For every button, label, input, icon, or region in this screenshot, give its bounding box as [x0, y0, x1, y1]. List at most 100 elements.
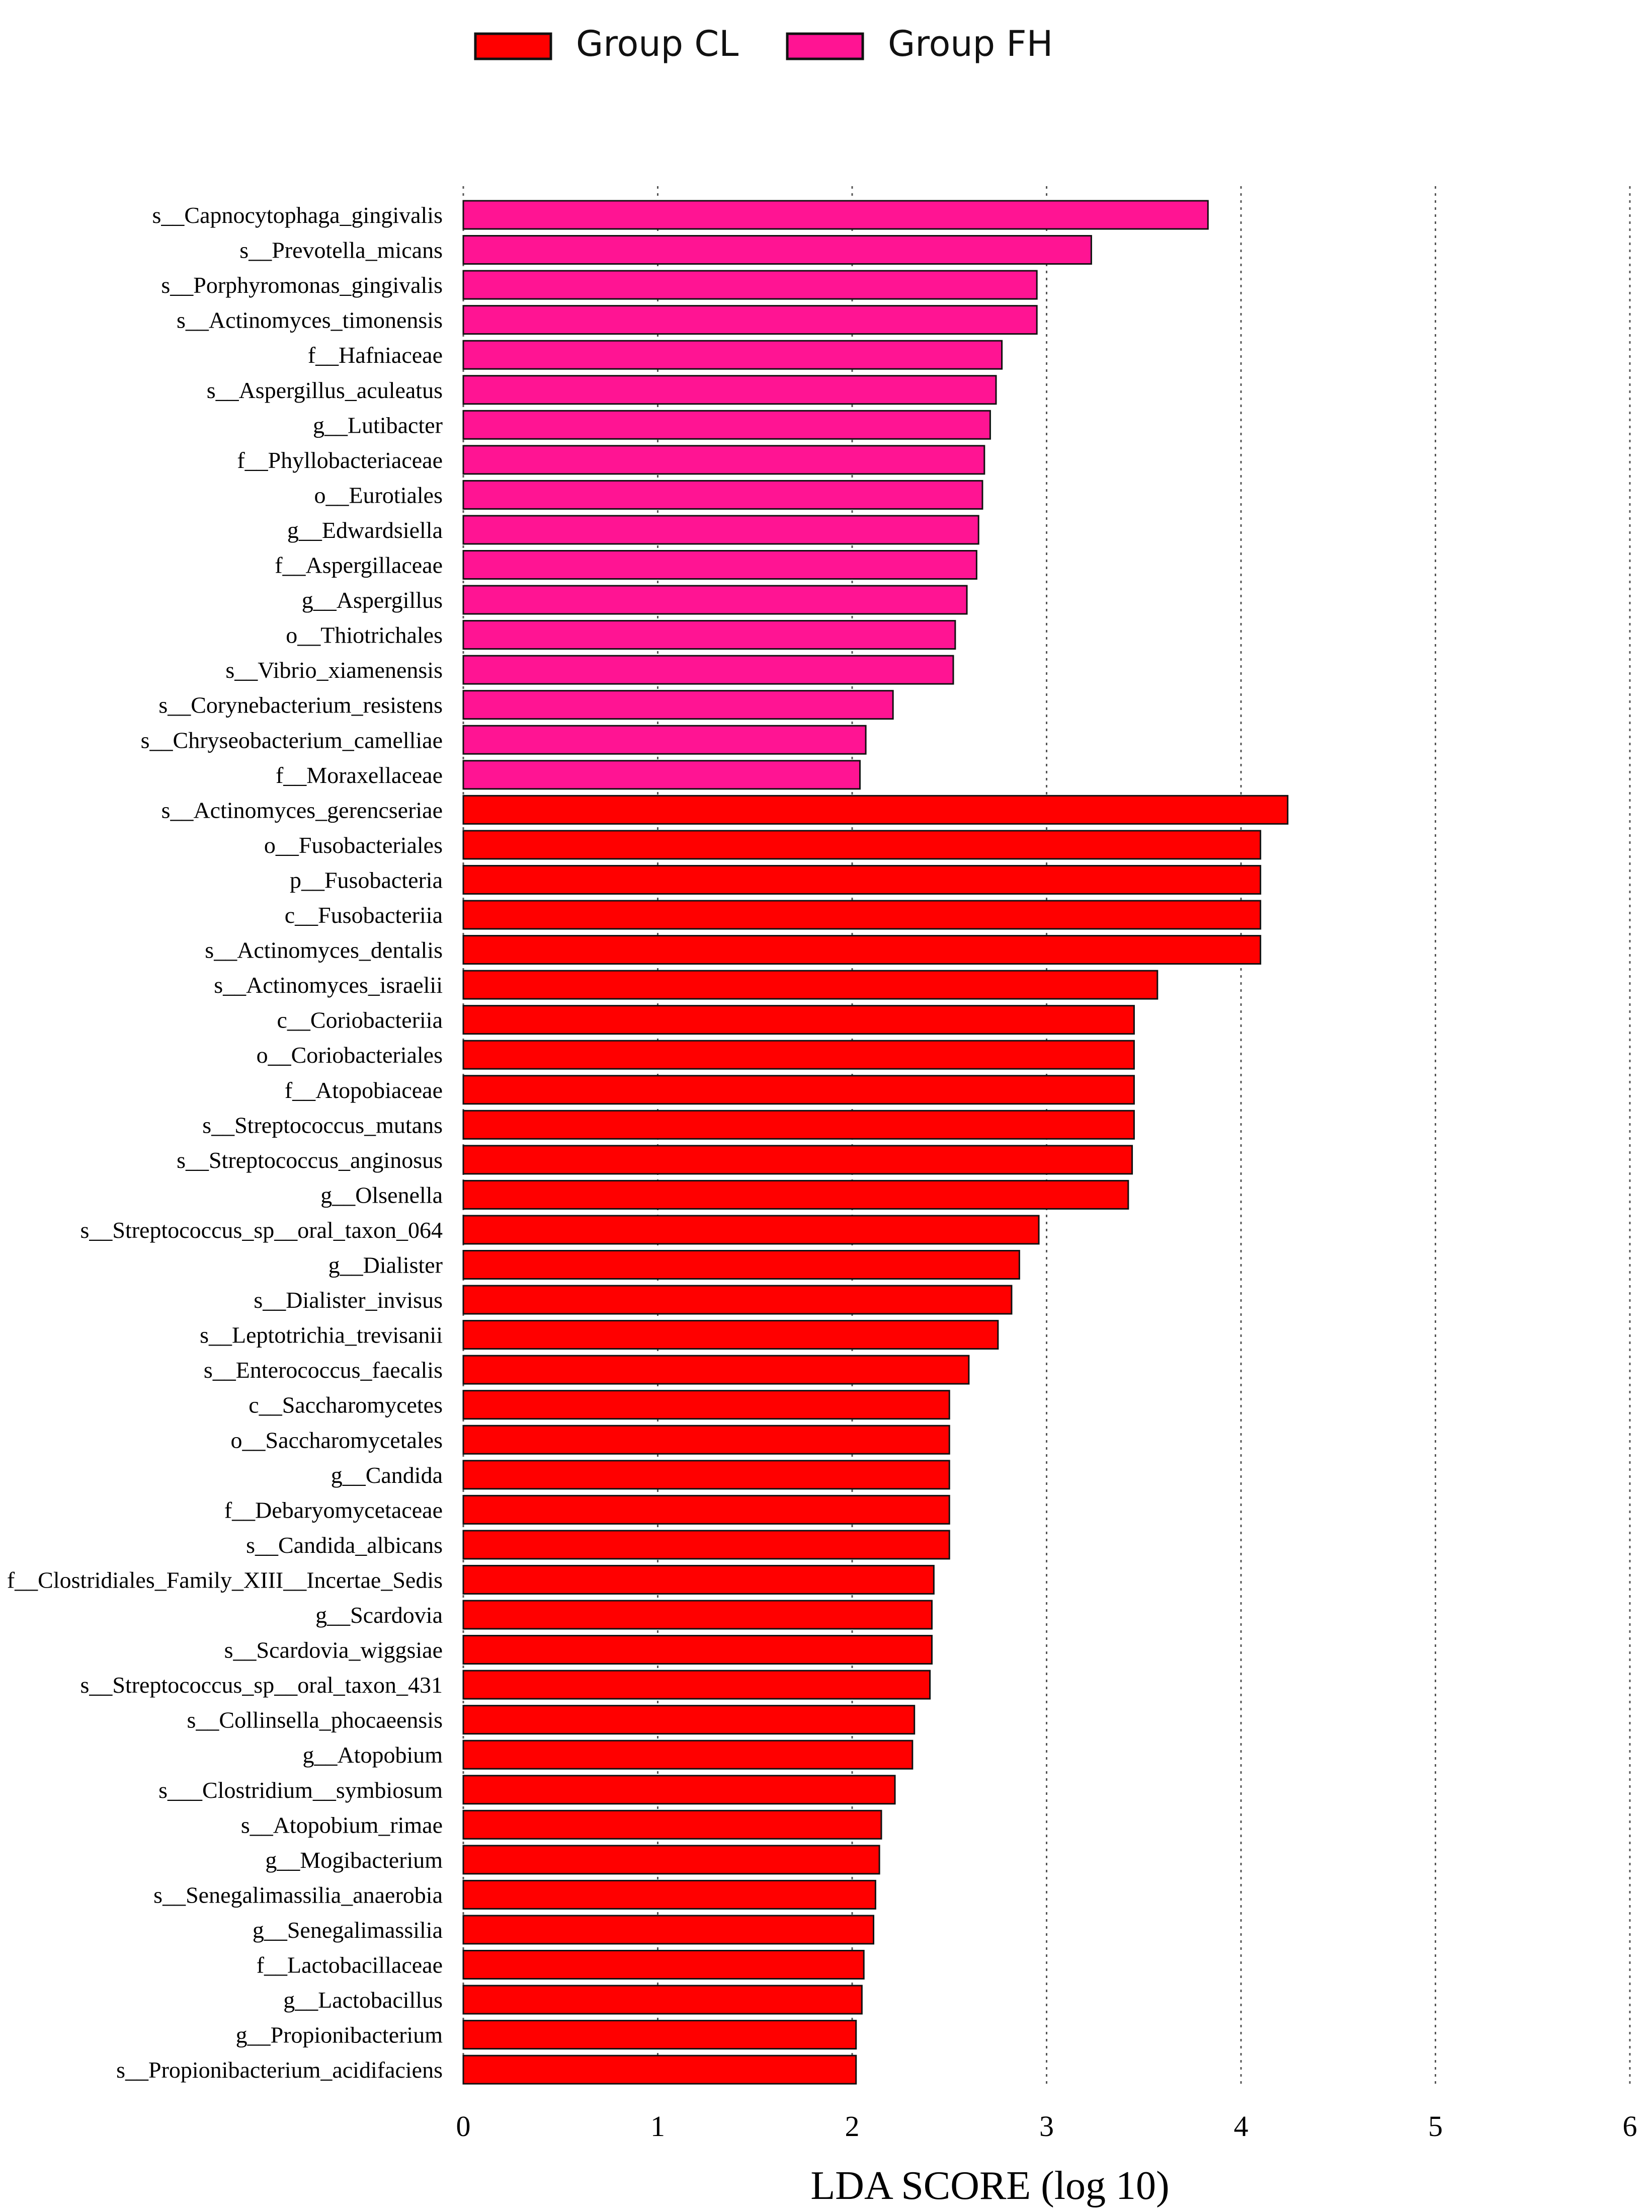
bar-label: f__Lactobacillaceae — [257, 1952, 443, 1978]
bar-s__Atopobium_rimae — [462, 1809, 882, 1840]
bar-s__Prevotella_micans — [462, 235, 1092, 265]
bar-label: g__Dialister — [328, 1252, 443, 1278]
bar-o__Coriobacteriales — [462, 1040, 1135, 1070]
bar-label: g__Senegalimassilia — [253, 1917, 443, 1943]
bar-label: s__Senegalimassilia_anaerobia — [153, 1882, 443, 1908]
bar-label: o__Eurotiales — [314, 482, 443, 508]
bar-label: g__Mogibacterium — [265, 1847, 443, 1873]
bar-label: s__Porphyromonas_gingivalis — [161, 272, 443, 298]
legend-swatch — [786, 32, 864, 60]
bar-o__Fusobacteriales — [462, 830, 1262, 860]
bar-label: o__Fusobacteriales — [264, 832, 443, 858]
category-labels: s__Capnocytophaga_gingivalis s__Prevotell… — [7, 202, 443, 2083]
bar-label: s__Candida_albicans — [246, 1532, 443, 1558]
bar-label: s__Streptococcus_anginosus — [177, 1147, 443, 1173]
bar-s__Aspergillus_aculeatus — [462, 375, 997, 405]
bar-g__Mogibacterium — [462, 1845, 880, 1875]
bar-label: f__Clostridiales_Family_XIII__Incertae_S… — [7, 1567, 443, 1593]
legend-entry: Group CL — [474, 23, 738, 64]
x-tick-label-1: 1 — [650, 2110, 665, 2143]
bar-g__Lactobacillus — [462, 1985, 863, 2015]
bar-s__Enterococcus_faecalis — [462, 1355, 970, 1385]
bar-s__Candida_albicans — [462, 1530, 950, 1560]
bar-g__Olsenella — [462, 1179, 1129, 1210]
bar-s__Chryseobacterium_camelliae — [462, 725, 867, 755]
bar-s__Capnocytophaga_gingivalis — [462, 200, 1209, 230]
bar-label: s__Vibrio_xiamenensis — [225, 657, 443, 683]
bar-s__Actinomyces_timonensis — [462, 305, 1038, 335]
bar-s__Dialister_invisus — [462, 1285, 1013, 1315]
bar-label: s__Capnocytophaga_gingivalis — [152, 202, 443, 228]
bar-label: f__Aspergillaceae — [275, 552, 443, 578]
legend-entry: Group FH — [786, 23, 1053, 64]
bar-s__Propionibacterium_acidifaciens — [462, 2055, 857, 2085]
bar-label: o__Saccharomycetales — [231, 1427, 443, 1453]
bar-s__Streptococcus_mutans — [462, 1110, 1135, 1140]
x-tick-label-5: 5 — [1428, 2110, 1443, 2143]
bar-label: o__Thiotrichales — [286, 622, 443, 648]
bar-label: s__Streptococcus_sp__oral_taxon_064 — [80, 1217, 443, 1243]
bar-s__Streptococcus_sp__oral_taxon_431 — [462, 1670, 931, 1700]
bar-label: f__Debaryomycetaceae — [224, 1497, 443, 1523]
legend-label: Group FH — [888, 23, 1053, 64]
bars — [462, 200, 1289, 2085]
bar-o__Eurotiales — [462, 480, 983, 510]
bar-f__Aspergillaceae — [462, 550, 977, 580]
bar-label: g__Scardovia — [315, 1602, 443, 1628]
bar-p__Fusobacteria — [462, 864, 1262, 895]
x-axis-ticks: 0 1 2 3 4 5 6 — [456, 2110, 1637, 2143]
bar-label: c__Saccharomycetes — [249, 1392, 443, 1418]
bar-label: g__Edwardsiella — [287, 517, 443, 543]
bar-s__Senegalimassilia_anaerobia — [462, 1879, 876, 1910]
bar-label: g__Olsenella — [320, 1182, 443, 1208]
bar-label: s__Actinomyces_gerencseriae — [161, 797, 443, 823]
bar-c__Coriobacteriia — [462, 1005, 1135, 1035]
bar-g__Scardovia — [462, 1600, 933, 1630]
bar-label: s__Aspergillus_aculeatus — [207, 377, 443, 403]
bar-label: o__Coriobacteriales — [257, 1042, 443, 1068]
bar-s__Leptotrichia_trevisanii — [462, 1320, 999, 1350]
bar-s__Scardovia_wiggsiae — [462, 1635, 933, 1665]
bar-f__Phyllobacteriaceae — [462, 445, 985, 475]
bar-f__Clostridiales_Family_XIII__Incertae_Sedis — [462, 1564, 935, 1595]
bar-s__Actinomyces_gerencseriae — [462, 795, 1289, 825]
bar-label: g__Aspergillus — [302, 587, 443, 613]
bar-f__Atopobiaceae — [462, 1075, 1135, 1105]
legend-label: Group CL — [576, 23, 738, 64]
x-axis-title: LDA SCORE (log 10) — [810, 2164, 1169, 2208]
bar-label: c__Coriobacteriia — [277, 1007, 443, 1033]
bar-g__Aspergillus — [462, 585, 968, 615]
bar-g__Edwardsiella — [462, 515, 979, 545]
bar-label: g__Candida — [331, 1462, 443, 1488]
bar-g__Propionibacterium — [462, 2020, 857, 2050]
bar-label: s__Streptococcus_sp__oral_taxon_431 — [80, 1672, 443, 1698]
x-tick-label-3: 3 — [1039, 2110, 1054, 2143]
bar-s__Collinsella_phocaeensis — [462, 1705, 916, 1735]
bar-s__Streptococcus_sp__oral_taxon_064 — [462, 1215, 1040, 1245]
bar-label: s__Actinomyces_israelii — [214, 972, 443, 998]
bar-f__Moraxellaceae — [462, 760, 861, 790]
bar-label: f__Moraxellaceae — [276, 762, 443, 788]
bar-g__Dialister — [462, 1250, 1020, 1280]
bar-label: s__Dialister_invisus — [254, 1287, 443, 1313]
bar-o__Thiotrichales — [462, 620, 956, 650]
bar-s__Streptococcus_anginosus — [462, 1145, 1133, 1175]
bar-g__Senegalimassilia — [462, 1915, 875, 1945]
bar-label: f__Atopobiaceae — [285, 1077, 443, 1103]
bar-g__Candida — [462, 1460, 950, 1490]
bar-label: f__Hafniaceae — [308, 342, 443, 368]
bar-label: s__Corynebacterium_resistens — [158, 692, 443, 718]
bar-label: g__Atopobium — [302, 1742, 443, 1768]
bar-c__Fusobacteriia — [462, 900, 1262, 930]
bar-label: g__Lutibacter — [313, 412, 443, 438]
bar-label: p__Fusobacteria — [290, 867, 443, 893]
legend-swatch — [474, 32, 552, 60]
bar-label: g__Lactobacillus — [283, 1987, 443, 2013]
bar-label: s__Streptococcus_mutans — [202, 1112, 443, 1138]
x-tick-label-4: 4 — [1234, 2110, 1249, 2143]
bar-label: s___Clostridium__symbiosum — [158, 1777, 443, 1803]
x-tick-label-6: 6 — [1623, 2110, 1637, 2143]
x-tick-label-0: 0 — [456, 2110, 471, 2143]
